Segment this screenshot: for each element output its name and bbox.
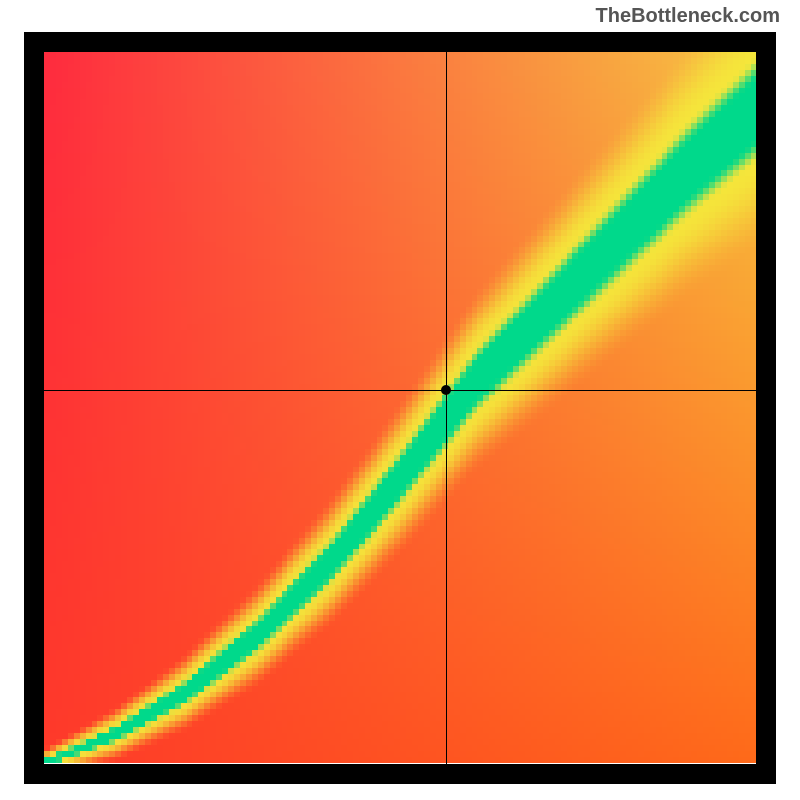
heatmap-plot	[44, 52, 756, 764]
crosshair-horizontal	[44, 390, 756, 391]
crosshair-vertical	[446, 52, 447, 764]
watermark-text: TheBottleneck.com	[596, 5, 780, 28]
crosshair-marker	[441, 385, 451, 395]
